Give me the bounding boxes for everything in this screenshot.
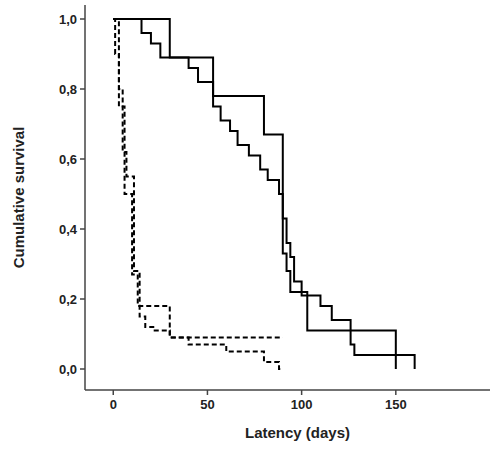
x-tick-label: 50: [200, 397, 214, 412]
y-tick-label: 0,6: [59, 152, 77, 167]
y-tick: [80, 18, 85, 20]
x-tick: [207, 390, 209, 395]
y-tick-label: 0,8: [59, 82, 77, 97]
survival-curve: [113, 19, 283, 369]
x-axis-title: Latency (days): [245, 424, 350, 441]
y-tick-label: 1,0: [59, 12, 77, 27]
x-tick: [395, 390, 397, 395]
y-tick: [80, 228, 85, 230]
x-tick-label: 150: [385, 397, 407, 412]
survival-curve: [113, 19, 396, 369]
y-tick-label: 0,2: [59, 292, 77, 307]
y-tick-label: 0,0: [59, 362, 77, 377]
y-tick: [80, 368, 85, 370]
x-tick: [113, 390, 115, 395]
y-tick: [80, 88, 85, 90]
plot-area: [113, 19, 414, 369]
x-tick-label: 0: [110, 397, 117, 412]
survival-curve: [113, 19, 414, 369]
chart: 0 50 100 150 0,0 0,2 0,4 0,6 0,8 1,0 Latency (days…: [0, 0, 500, 449]
y-axis: [84, 5, 86, 390]
x-tick: [301, 390, 303, 395]
x-axis: [85, 389, 490, 391]
y-tick-label: 0,4: [59, 222, 78, 237]
y-axis-title: Cumulative survival: [10, 127, 27, 269]
y-tick: [80, 298, 85, 300]
y-tick: [80, 158, 85, 160]
x-tick-label: 100: [291, 397, 313, 412]
